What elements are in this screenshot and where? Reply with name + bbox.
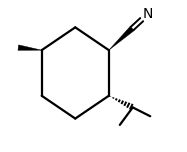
Text: N: N	[143, 7, 153, 21]
Polygon shape	[18, 45, 42, 50]
Polygon shape	[109, 26, 134, 50]
